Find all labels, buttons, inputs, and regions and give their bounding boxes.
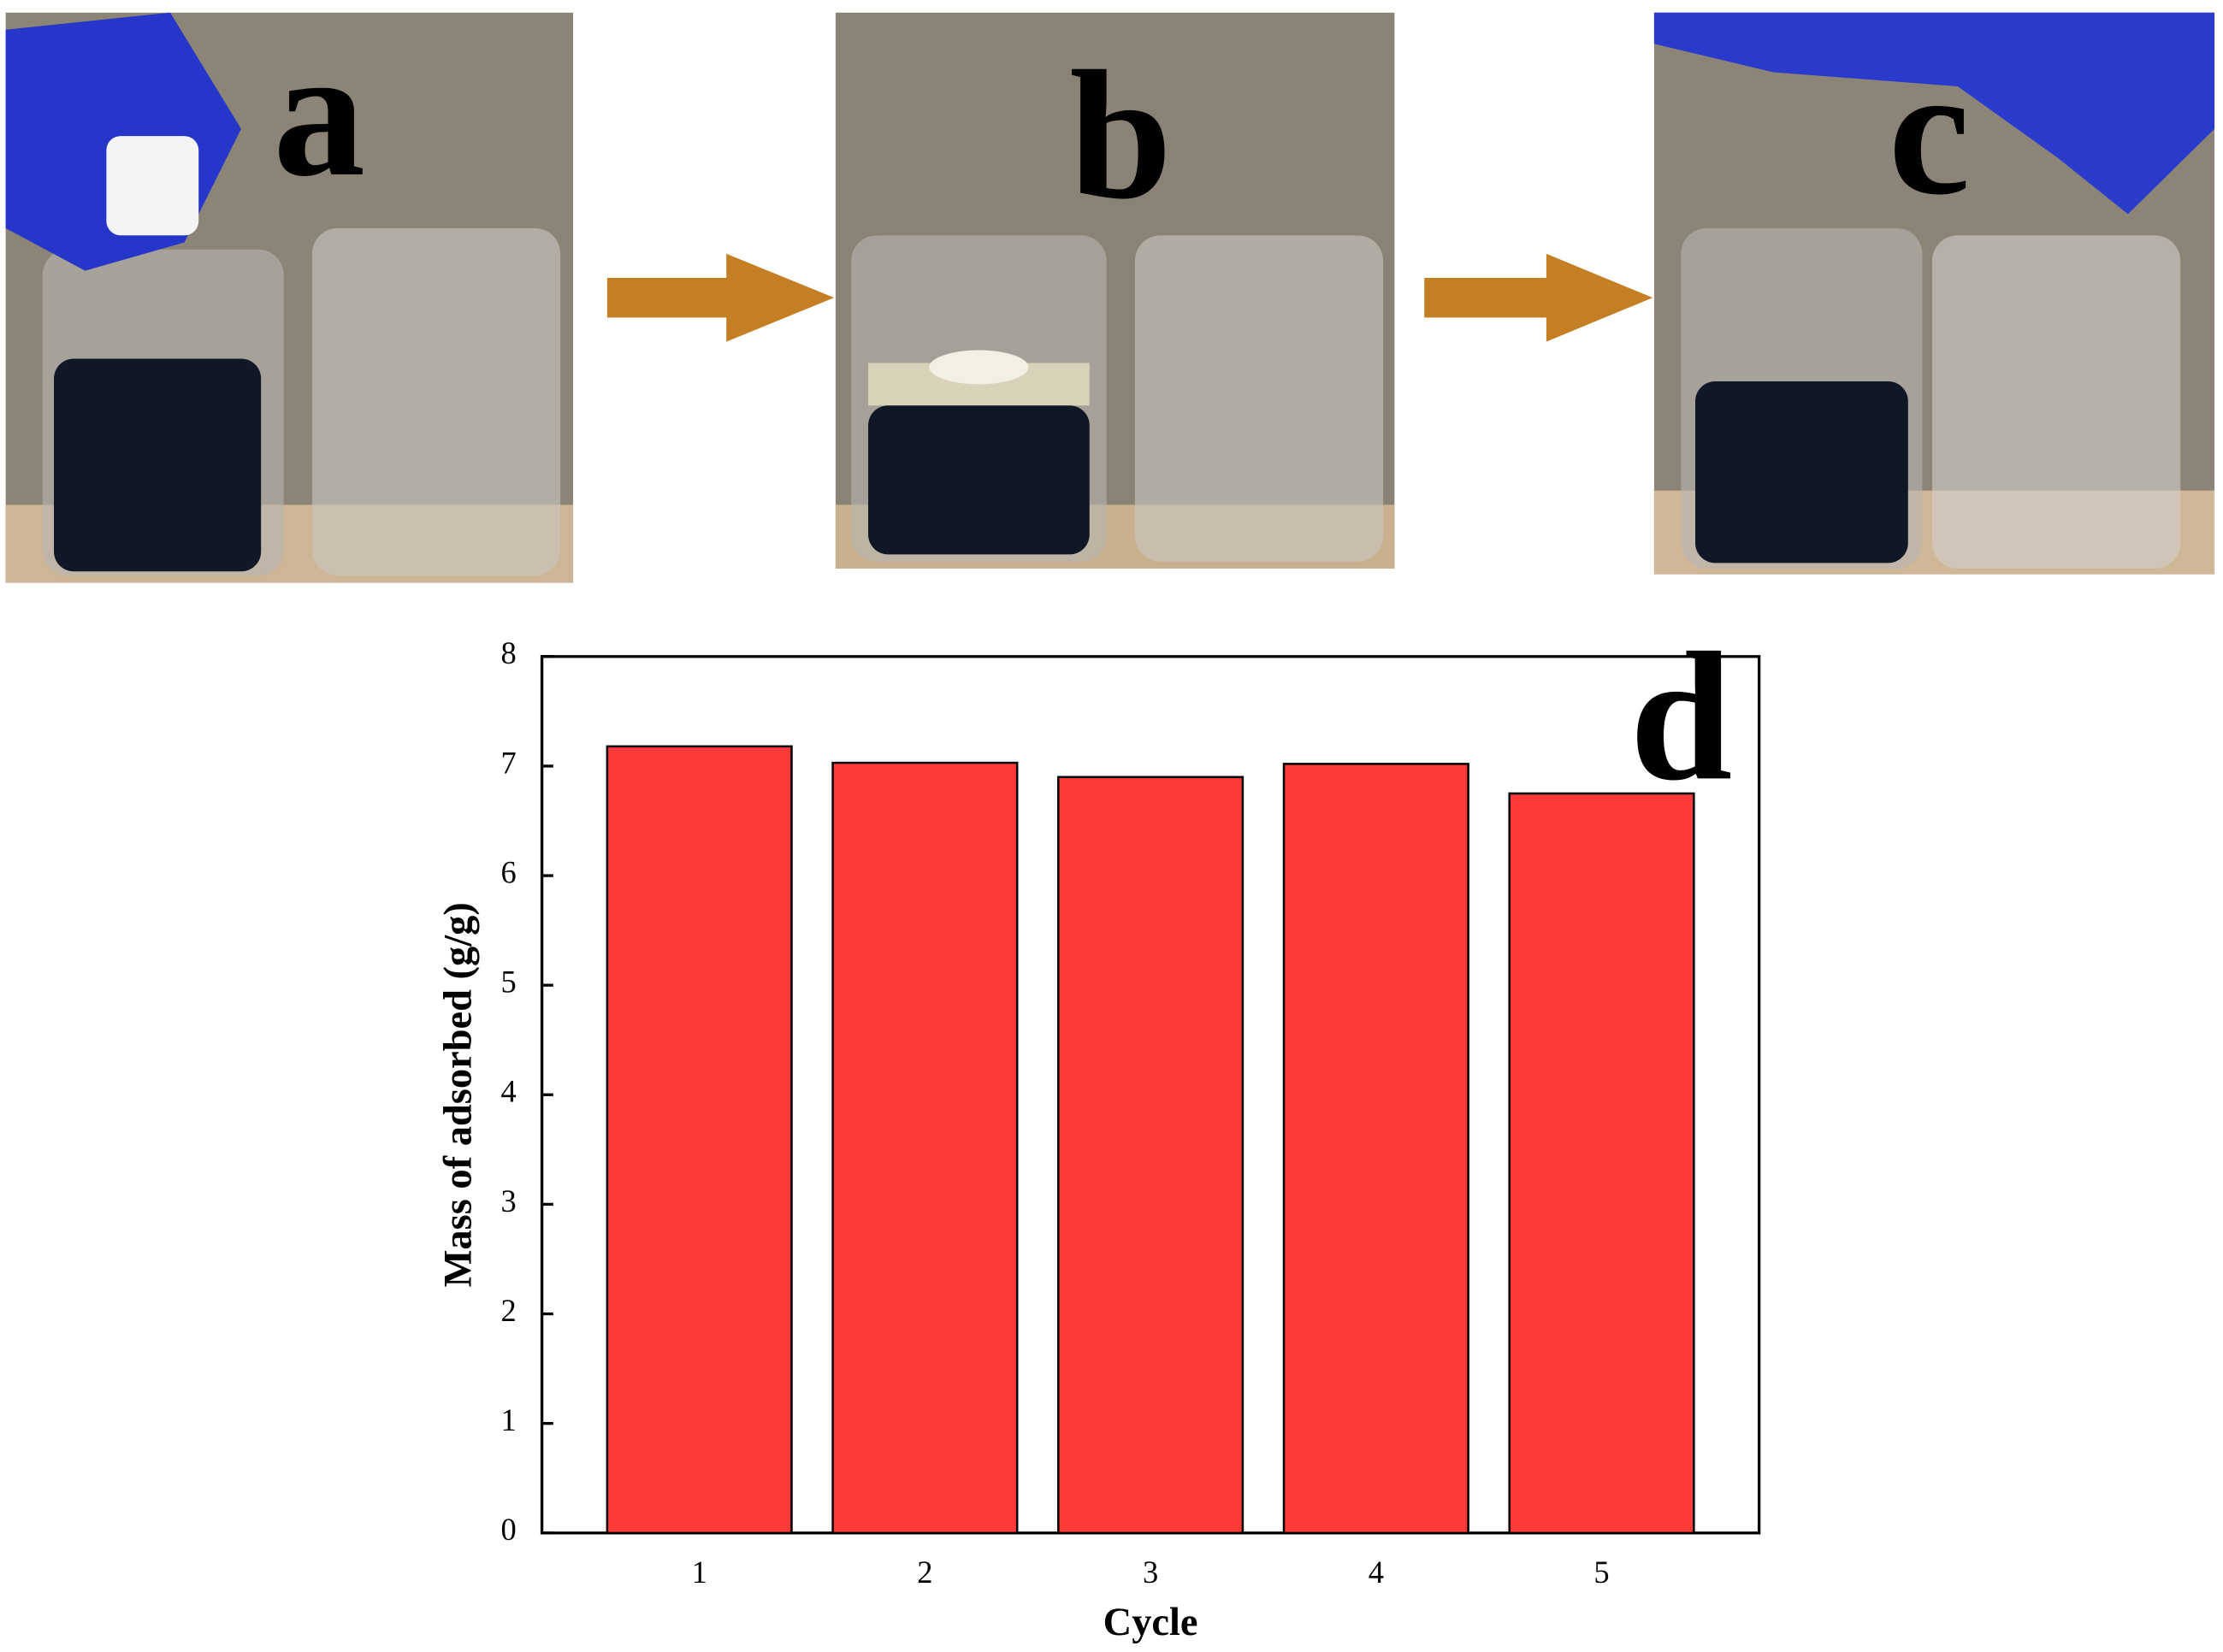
bar xyxy=(1282,763,1469,1535)
y-tick-label: 1 xyxy=(500,1402,516,1437)
photo xyxy=(1653,12,2215,575)
x-axis-label: Cycle xyxy=(1103,1601,1198,1644)
panel-label: b xyxy=(1069,32,1172,237)
y-tick-label: 0 xyxy=(500,1512,516,1547)
panel-label: c xyxy=(1889,28,1971,233)
x-tick-label: 4 xyxy=(1369,1555,1384,1590)
y-tick-label: 3 xyxy=(500,1183,516,1218)
x-tick-label: 2 xyxy=(917,1555,932,1590)
arrow xyxy=(1424,253,1653,342)
x-tick-label: 1 xyxy=(692,1555,707,1590)
bar xyxy=(606,745,793,1535)
arrow xyxy=(606,253,835,342)
photo xyxy=(835,12,1395,569)
y-tick-label: 5 xyxy=(500,965,516,1000)
y-axis-label: Mass of adsorbed (g/g) xyxy=(437,902,481,1287)
y-tick-label: 7 xyxy=(500,745,516,780)
y-tick-label: 4 xyxy=(500,1074,516,1109)
x-tick-label: 3 xyxy=(1143,1555,1158,1590)
panel-label: d xyxy=(1629,614,1732,818)
photo xyxy=(5,12,574,583)
bar xyxy=(1057,776,1245,1535)
y-tick-label: 8 xyxy=(500,635,516,670)
panel-label: a xyxy=(273,10,365,215)
x-tick-label: 5 xyxy=(1593,1555,1609,1590)
bar xyxy=(1508,792,1695,1535)
y-tick-label: 2 xyxy=(500,1293,516,1328)
bar xyxy=(831,761,1019,1535)
y-tick-label: 6 xyxy=(500,854,516,889)
